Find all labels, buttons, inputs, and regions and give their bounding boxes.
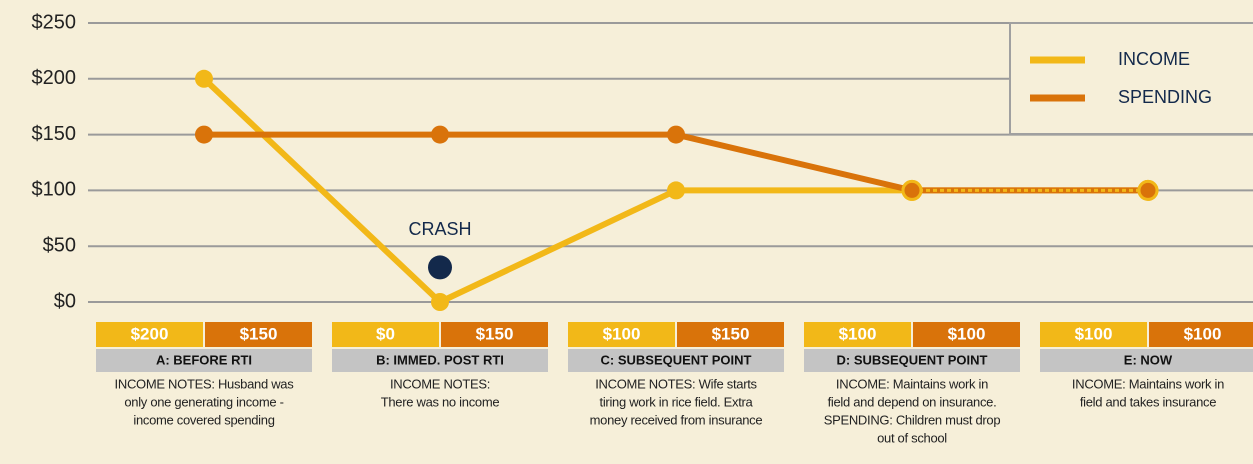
value-label: $150 bbox=[476, 324, 514, 343]
series-marker bbox=[1137, 179, 1159, 201]
note-line: field and takes insurance bbox=[1080, 394, 1216, 409]
value-box bbox=[441, 322, 548, 347]
category-box bbox=[96, 349, 312, 372]
value-label: $200 bbox=[131, 324, 169, 343]
value-box bbox=[96, 322, 203, 347]
note-line: field and depend on insurance. bbox=[828, 394, 997, 409]
value-label: $150 bbox=[712, 324, 750, 343]
series-marker bbox=[431, 293, 449, 311]
value-label: $100 bbox=[603, 324, 641, 343]
legend-label: SPENDING bbox=[1118, 87, 1212, 107]
value-box bbox=[677, 322, 784, 347]
category-label: C: SUBSEQUENT POINT bbox=[601, 352, 752, 367]
note-line: income covered spending bbox=[133, 412, 274, 427]
value-box bbox=[804, 322, 911, 347]
note-line: INCOME NOTES: Wife starts bbox=[595, 376, 757, 391]
category-box bbox=[332, 349, 548, 372]
value-box bbox=[913, 322, 1020, 347]
value-box bbox=[1040, 322, 1147, 347]
legend-label: INCOME bbox=[1118, 49, 1190, 69]
note-line: money received from insurance bbox=[590, 412, 763, 427]
series-marker bbox=[431, 125, 449, 144]
category-label: E: NOW bbox=[1124, 352, 1173, 367]
note-line: INCOME NOTES: bbox=[390, 376, 490, 391]
annotation-label: CRASH bbox=[408, 219, 471, 239]
value-label: $100 bbox=[1075, 324, 1113, 343]
value-box bbox=[1149, 322, 1253, 347]
category-label: A: BEFORE RTI bbox=[156, 352, 252, 367]
category-box bbox=[1040, 349, 1253, 372]
series-marker bbox=[667, 181, 685, 200]
value-label: $100 bbox=[839, 324, 877, 343]
y-tick-label: $200 bbox=[32, 67, 77, 89]
note-line: out of school bbox=[877, 430, 947, 445]
value-label: $100 bbox=[948, 324, 986, 343]
value-label: $0 bbox=[376, 324, 395, 343]
y-tick-label: $150 bbox=[32, 123, 77, 145]
legend-box bbox=[1009, 22, 1253, 135]
note-line: SPENDING: Children must drop bbox=[824, 412, 1001, 427]
category-box bbox=[804, 349, 1020, 372]
series-marker bbox=[195, 125, 213, 144]
value-box bbox=[568, 322, 675, 347]
note-line: INCOME: Maintains work in bbox=[1072, 376, 1224, 391]
y-tick-label: $100 bbox=[32, 179, 77, 201]
value-label: $100 bbox=[1184, 324, 1222, 343]
series-marker bbox=[901, 179, 923, 201]
y-tick-label: $50 bbox=[43, 234, 76, 256]
category-box bbox=[568, 349, 784, 372]
category-label: B: IMMED. POST RTI bbox=[376, 352, 504, 367]
value-label: $150 bbox=[240, 324, 278, 343]
note-line: tiring work in rice field. Extra bbox=[600, 394, 754, 409]
note-line: INCOME NOTES: Husband was bbox=[115, 376, 295, 391]
note-line: There was no income bbox=[381, 394, 500, 409]
series-marker bbox=[195, 69, 213, 88]
category-label: D: SUBSEQUENT POINT bbox=[837, 352, 988, 367]
note-line: only one generating income - bbox=[124, 394, 283, 409]
annotation-marker bbox=[428, 255, 452, 280]
y-tick-label: $0 bbox=[54, 290, 76, 312]
value-box bbox=[332, 322, 439, 347]
value-box bbox=[205, 322, 312, 347]
y-tick-label: $250 bbox=[32, 11, 77, 33]
series-marker bbox=[667, 125, 685, 144]
note-line: INCOME: Maintains work in bbox=[836, 376, 988, 391]
